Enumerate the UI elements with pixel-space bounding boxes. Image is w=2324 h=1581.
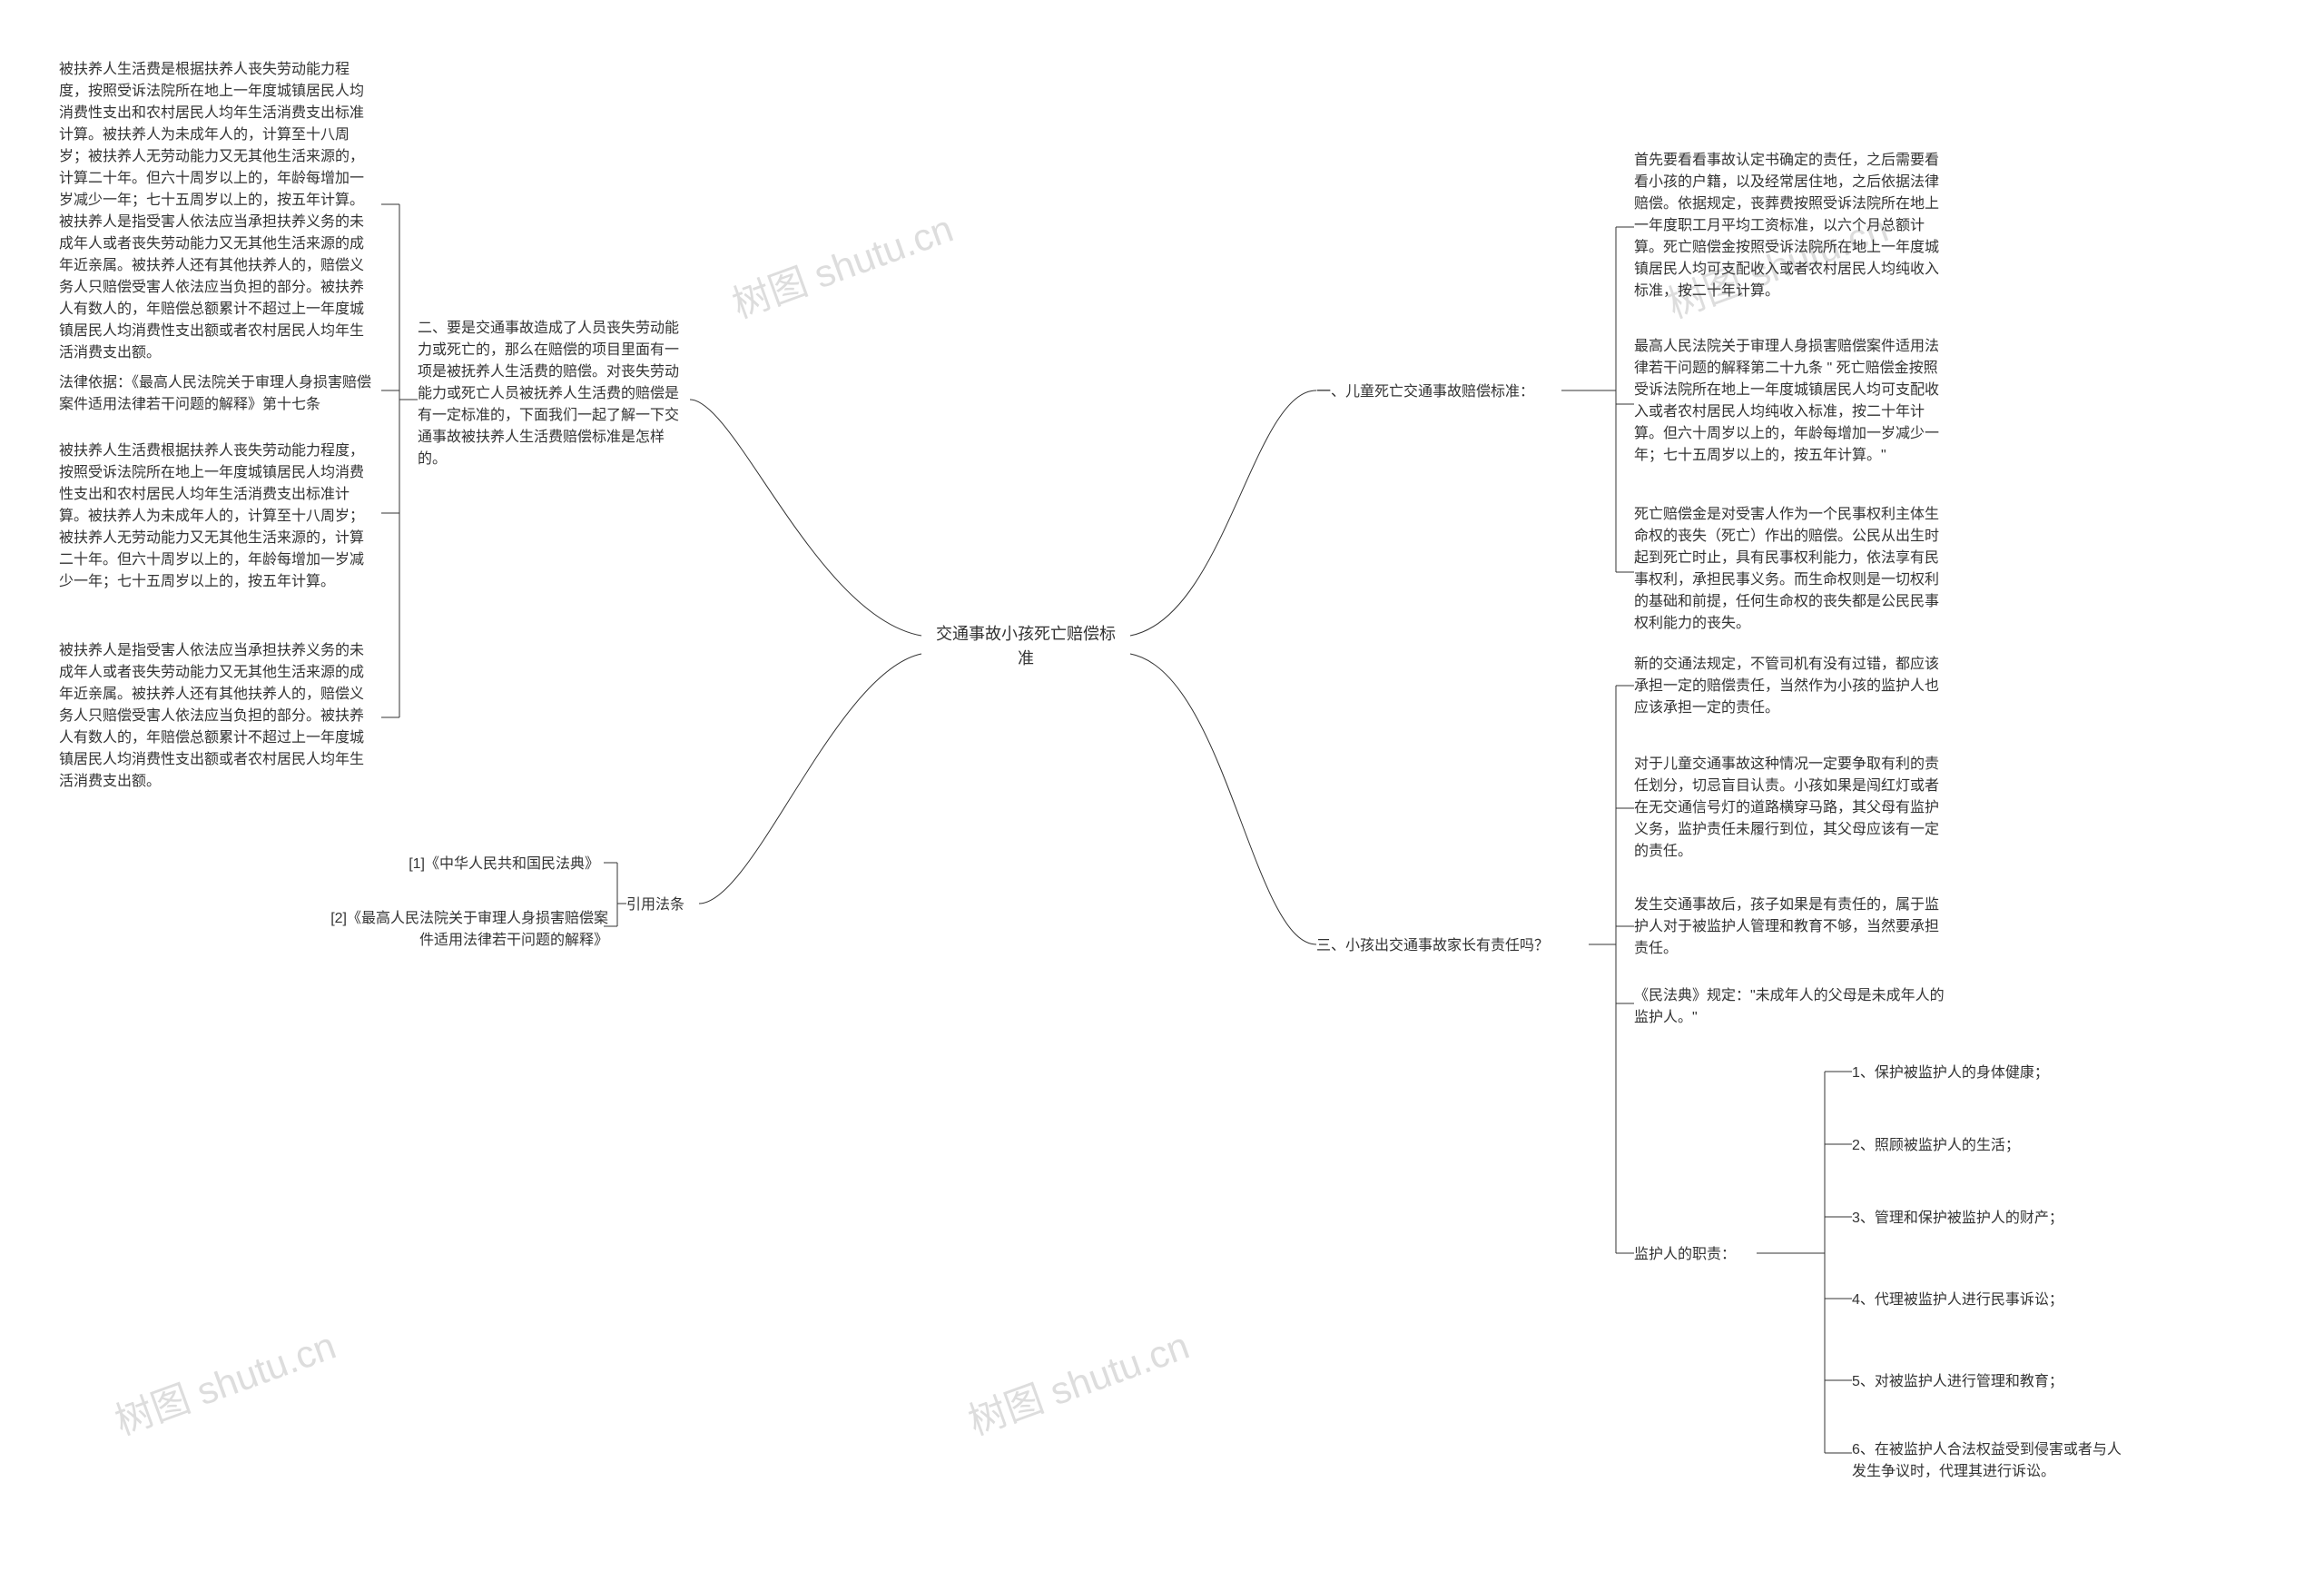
- sec2-child-1: 法律依据：《最高人民法院关于审理人身损害赔偿案件适用法律若干问题的解释》第十七条: [59, 372, 377, 416]
- sec3-child-4: 监护人的职责：: [1634, 1244, 1816, 1266]
- sec3-child-1: 对于儿童交通事故这种情况一定要争取有利的责任划分，切忌盲目认责。小孩如果是闯红灯…: [1634, 754, 1952, 863]
- sec3-child-2: 发生交通事故后，孩子如果是有责任的，属于监护人对于被监护人管理和教育不够，当然要…: [1634, 894, 1952, 960]
- sec3-4-sub-3: 4、代理被监护人进行民事诉讼；: [1852, 1290, 2088, 1311]
- sec2-child-3: 被扶养人是指受害人依法应当承担扶养义务的未成年人或者丧失劳动能力又无其他生活来源…: [59, 640, 377, 793]
- center-topic: 交通事故小孩死亡赔偿标 准: [921, 622, 1130, 671]
- section-3-title: 三、小孩出交通事故家长有责任吗？: [1316, 935, 1589, 957]
- sec2-child-0: 被扶养人生活费是根据扶养人丧失劳动能力程度，按照受诉法院所在地上一年度城镇居民人…: [59, 59, 377, 364]
- watermark: 树图 shutu.cn: [960, 1315, 1196, 1446]
- sec3-child-0: 新的交通法规定，不管司机有没有过错，都应该承担一定的赔偿责任，当然作为小孩的监护…: [1634, 654, 1952, 719]
- section-2-title: 二、要是交通事故造成了人员丧失劳动能力或死亡的，那么在赔偿的项目里面有一项是被抚…: [418, 318, 690, 470]
- sec1-child-0: 首先要看看事故认定书确定的责任，之后需要看看小孩的户籍，以及经常居住地，之后依据…: [1634, 150, 1952, 302]
- sec3-child-3: 《民法典》规定："未成年人的父母是未成年人的监护人。": [1634, 985, 1952, 1029]
- section-1-title: 一、儿童死亡交通事故赔偿标准：: [1316, 381, 1552, 403]
- sec1-child-2: 死亡赔偿金是对受害人作为一个民事权利主体生命权的丧失（死亡）作出的赔偿。公民从出…: [1634, 504, 1952, 635]
- sec3-4-sub-4: 5、对被监护人进行管理和教育；: [1852, 1371, 2088, 1393]
- ref-child-0: [1]《中华人民共和国民法典》: [363, 854, 599, 875]
- sec1-child-1: 最高人民法院关于审理人身损害赔偿案件适用法律若干问题的解释第二十九条 " 死亡赔…: [1634, 336, 1952, 467]
- sec3-4-sub-1: 2、照顾被监护人的生活；: [1852, 1135, 2088, 1157]
- ref-title: 引用法条: [626, 894, 699, 916]
- watermark: 树图 shutu.cn: [106, 1315, 342, 1446]
- sec3-4-sub-5: 6、在被监护人合法权益受到侵害或者与人发生争议时，代理其进行诉讼。: [1852, 1439, 2124, 1483]
- ref-child-1: [2]《最高人民法院关于审理人身损害赔偿案件适用法律若干问题的解释》: [327, 908, 608, 952]
- sec3-4-sub-0: 1、保护被监护人的身体健康；: [1852, 1062, 2088, 1084]
- sec3-4-sub-2: 3、管理和保护被监护人的财产；: [1852, 1208, 2088, 1230]
- sec2-child-2: 被扶养人生活费根据扶养人丧失劳动能力程度，按照受诉法院所在地上一年度城镇居民人均…: [59, 440, 377, 593]
- watermark: 树图 shutu.cn: [724, 198, 960, 329]
